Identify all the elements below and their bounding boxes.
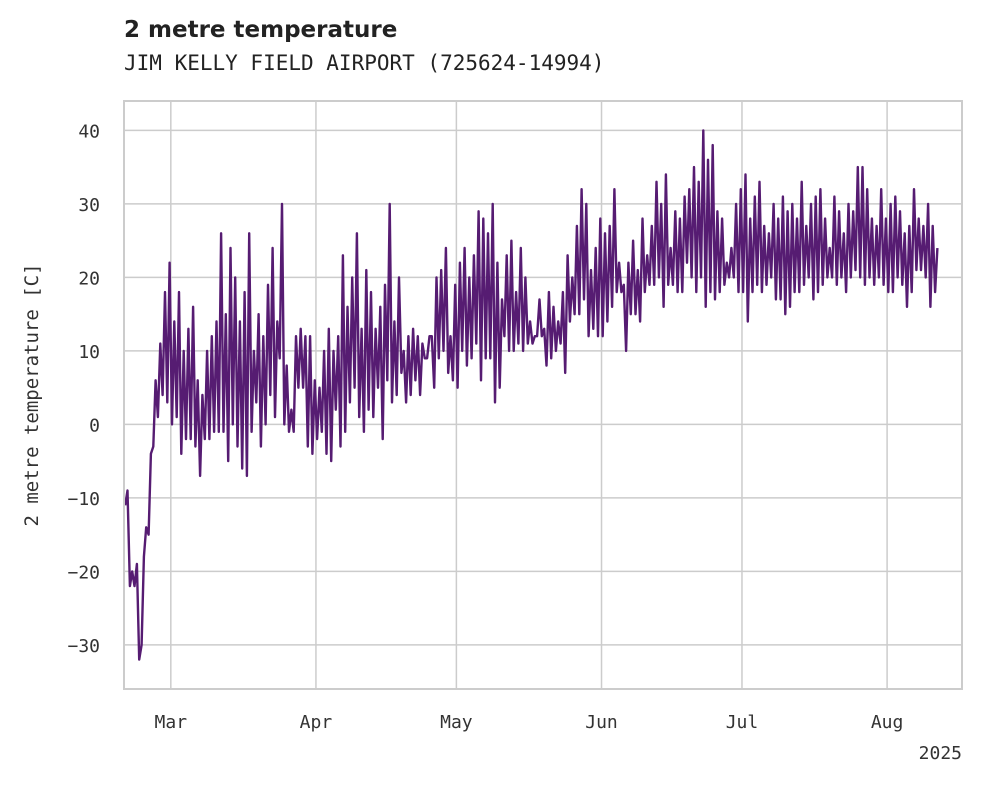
x-tick-label: Mar <box>155 712 188 733</box>
x-tick-label: Jun <box>585 712 618 733</box>
plot-frame <box>123 100 963 690</box>
y-tick-label: −10 <box>67 489 100 510</box>
temperature-series-line <box>124 129 939 661</box>
y-tick-label: 20 <box>78 268 100 289</box>
x-tick-label: Aug <box>871 712 904 733</box>
y-tick-label: −30 <box>67 636 100 657</box>
y-tick-label: 10 <box>78 342 100 363</box>
x-tick-label: May <box>440 712 473 733</box>
x-tick-labels: Mar Apr May Jun Jul Aug <box>155 712 904 733</box>
x-year-label: 2025 <box>919 743 962 764</box>
chart-title: 2 metre temperature <box>124 17 398 43</box>
y-tick-labels: −30 −20 −10 0 10 20 30 40 <box>67 121 100 657</box>
y-axis-label: 2 metre temperature [C] <box>21 263 43 526</box>
grid <box>124 101 962 689</box>
chart-subtitle: JIM KELLY FIELD AIRPORT (725624-14994) <box>124 51 605 75</box>
series-layer <box>124 129 939 661</box>
y-tick-label: 30 <box>78 195 100 216</box>
x-tick-label: Apr <box>300 712 333 733</box>
y-tick-label: 40 <box>78 121 100 142</box>
x-tick-label: Jul <box>726 712 759 733</box>
y-tick-label: −20 <box>67 562 100 583</box>
y-tick-label: 0 <box>89 415 100 436</box>
